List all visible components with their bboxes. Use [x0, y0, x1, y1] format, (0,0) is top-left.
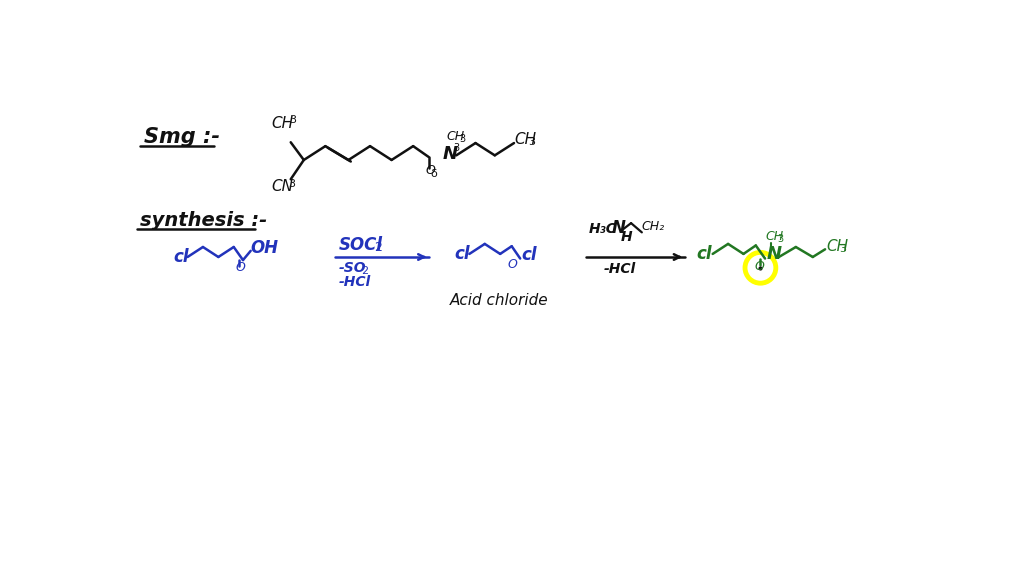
Text: 2: 2	[374, 241, 382, 254]
Text: CH₂: CH₂	[642, 219, 665, 233]
Text: -HCl: -HCl	[339, 275, 371, 289]
Text: -SO: -SO	[339, 261, 366, 275]
Text: cl: cl	[173, 248, 188, 266]
Text: CH: CH	[826, 238, 848, 253]
Text: 3: 3	[777, 234, 783, 244]
Text: 3: 3	[460, 134, 466, 144]
Text: N: N	[611, 219, 626, 237]
Text: 3: 3	[528, 137, 535, 147]
Text: -HCl: -HCl	[604, 262, 636, 276]
Text: cl: cl	[521, 247, 537, 264]
Text: OH: OH	[251, 239, 279, 257]
Text: Acid chloride: Acid chloride	[451, 293, 549, 308]
Text: cl: cl	[696, 245, 712, 263]
Text: 3: 3	[454, 143, 460, 153]
Text: CH: CH	[765, 230, 783, 244]
Text: O: O	[508, 258, 518, 271]
Text: H: H	[621, 230, 632, 244]
Text: O: O	[755, 260, 764, 273]
Text: cl: cl	[454, 245, 470, 263]
Text: O: O	[425, 164, 435, 177]
Text: 3: 3	[289, 115, 296, 126]
Text: 3: 3	[839, 244, 846, 253]
Text: Smg :-: Smg :-	[144, 127, 220, 147]
Text: CH: CH	[515, 132, 537, 147]
Text: SOCl: SOCl	[339, 236, 383, 253]
Text: H₃C: H₃C	[589, 222, 616, 236]
Text: CH: CH	[446, 130, 465, 143]
Text: O: O	[236, 262, 245, 274]
Text: CN: CN	[271, 179, 294, 194]
Text: N: N	[767, 245, 781, 263]
Text: CH: CH	[271, 116, 294, 131]
Text: N: N	[442, 145, 458, 163]
Text: 2: 2	[360, 266, 368, 276]
Text: synthesis :-: synthesis :-	[140, 211, 267, 230]
Text: δ: δ	[430, 169, 437, 179]
Text: 3: 3	[289, 179, 295, 190]
